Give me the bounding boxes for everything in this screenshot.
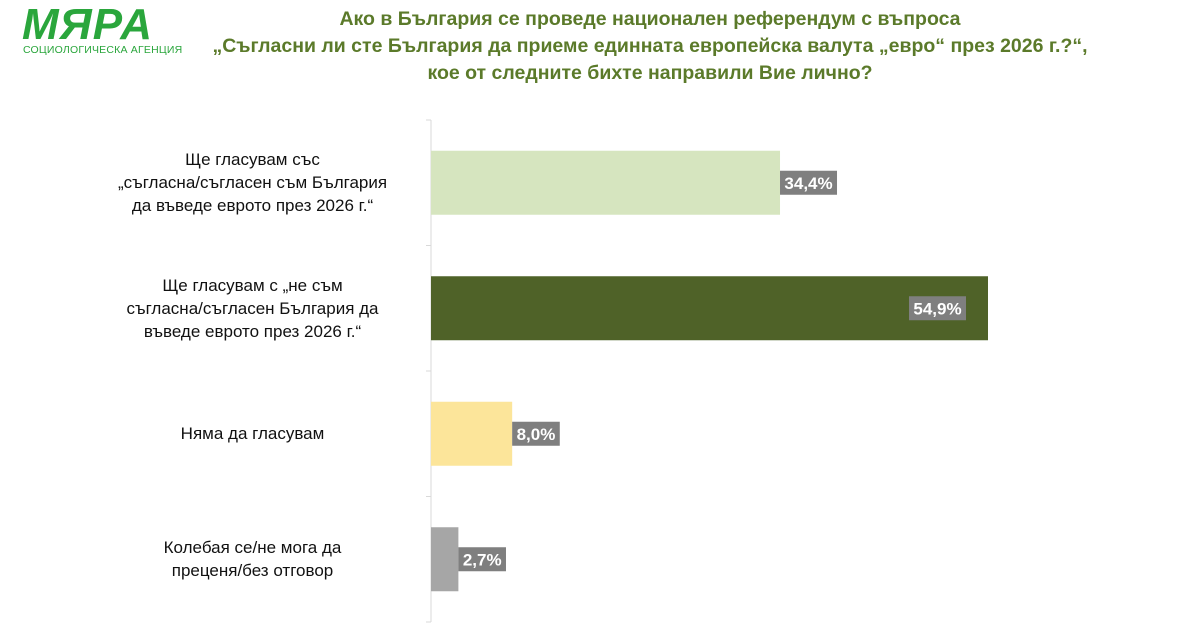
category-label-line: да въведе еврото през 2026 г.“ bbox=[131, 196, 374, 216]
category-label-line: „съгласна/съгласен съм България bbox=[117, 173, 388, 193]
category-label-line: Няма да гласувам bbox=[180, 424, 325, 444]
data-label-box bbox=[780, 170, 838, 195]
bar-2 bbox=[431, 276, 988, 341]
bar-3 bbox=[431, 401, 513, 466]
category-label-2: Ще гласувам с „не съм съгласна/съгласен Б… bbox=[90, 274, 415, 343]
category-label-line: Ще гласувам с „не съм bbox=[162, 275, 343, 295]
title-line-1: Ако в България се проведе национален реф… bbox=[339, 8, 961, 30]
category-label-1: Ще гласувам със „съгласна/съгласен съм Бъ… bbox=[90, 148, 415, 217]
logo-subtitle: СОЦИОЛОГИЧЕСКА АГЕНЦИЯ bbox=[23, 44, 183, 56]
category-label-3: Няма да гласувам bbox=[90, 422, 415, 445]
data-label-box bbox=[512, 421, 560, 446]
data-label-1: 34,4% bbox=[780, 170, 838, 195]
data-label-2: 54,9% bbox=[909, 296, 966, 321]
logo-wordmark: МЯРА bbox=[22, 0, 154, 49]
bar-4 bbox=[431, 527, 459, 592]
title-line-3: кое от следните бихте направили Вие личн… bbox=[427, 62, 873, 84]
data-label-4: 2,7% bbox=[458, 547, 506, 572]
category-label-line: въведе еврото през 2026 г.“ bbox=[143, 321, 362, 341]
category-label-line: Ще гласувам със bbox=[185, 150, 320, 170]
title-line-2: „Съгласни ли сте България да приеме един… bbox=[212, 35, 1088, 57]
category-label-4: Колебая се/не мога да преценя/без отговор bbox=[90, 536, 415, 582]
bar-1 bbox=[431, 150, 781, 215]
logo: МЯРА СОЦИОЛОГИЧЕСКА АГЕНЦИЯ bbox=[22, 0, 182, 62]
data-label-box bbox=[458, 547, 506, 572]
data-label-text: 54,9% bbox=[913, 299, 961, 318]
data-label-box bbox=[909, 296, 966, 321]
category-label-line: преценя/без отговор bbox=[171, 561, 334, 581]
data-label-text: 8,0% bbox=[517, 425, 556, 444]
category-label-line: Колебая се/не мога да bbox=[163, 538, 342, 558]
data-label-text: 2,7% bbox=[463, 550, 502, 569]
category-label-line: съгласна/съгласен България да bbox=[126, 298, 379, 318]
chart-title: Ако в България се проведе национален реф… bbox=[200, 6, 1100, 87]
data-label-3: 8,0% bbox=[512, 421, 560, 446]
data-label-text: 34,4% bbox=[784, 174, 832, 193]
